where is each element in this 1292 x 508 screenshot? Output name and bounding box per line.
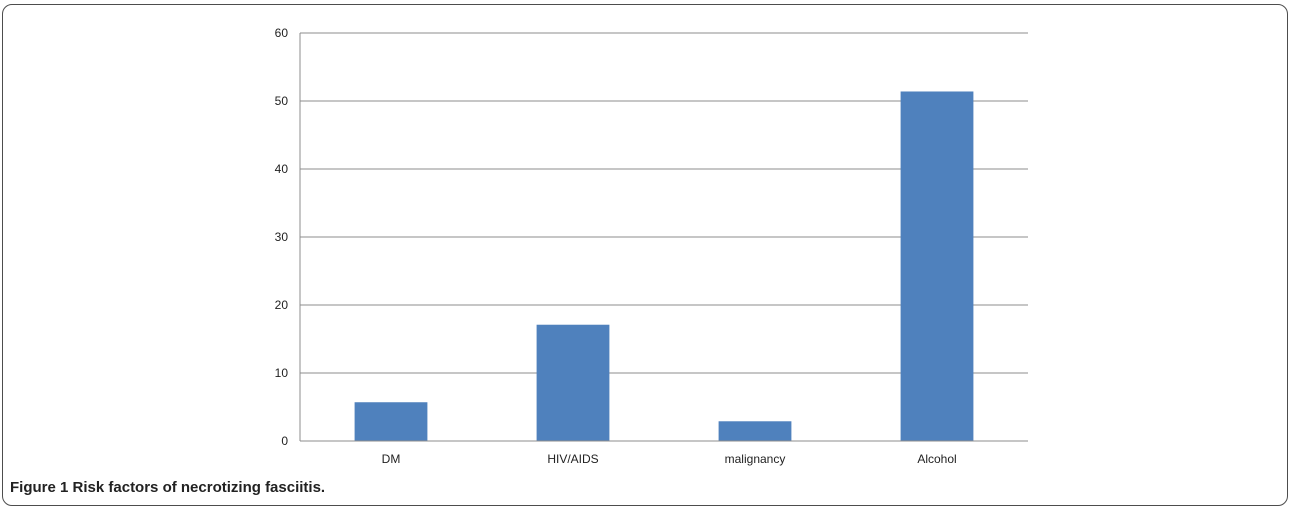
bars xyxy=(354,91,974,441)
x-tick-label: DM xyxy=(382,452,401,466)
axes xyxy=(299,33,1028,442)
x-tick-label: HIV/AIDS xyxy=(547,452,598,466)
bar-dm xyxy=(354,402,428,441)
y-tick-label: 60 xyxy=(275,26,289,40)
y-tick-label: 40 xyxy=(275,162,289,176)
y-tick-label: 50 xyxy=(275,94,289,108)
tick-labels: 0 10 20 30 40 50 60 DM HIV/AIDS malignancy Alcohol xyxy=(275,26,957,466)
figure-caption-text: Risk factors of necrotizing fasciitis. xyxy=(72,479,326,496)
bar-malignancy xyxy=(718,421,792,441)
figure-label: Figure 1 xyxy=(10,479,69,496)
figure-caption: Figure 1 Risk factors of necrotizing fas… xyxy=(10,479,325,496)
y-tick-label: 0 xyxy=(281,434,288,448)
y-tick-label: 10 xyxy=(275,366,289,380)
bar-alcohol xyxy=(900,91,974,441)
x-tick-label: Alcohol xyxy=(917,452,956,466)
y-tick-label: 20 xyxy=(275,298,289,312)
y-tick-label: 30 xyxy=(275,230,289,244)
figure-frame xyxy=(2,4,1288,506)
bar-chart: 0 10 20 30 40 50 60 DM HIV/AIDS malignancy Alcohol xyxy=(275,26,1028,466)
x-tick-label: malignancy xyxy=(725,452,786,466)
bar-hiv-aids xyxy=(536,324,610,441)
